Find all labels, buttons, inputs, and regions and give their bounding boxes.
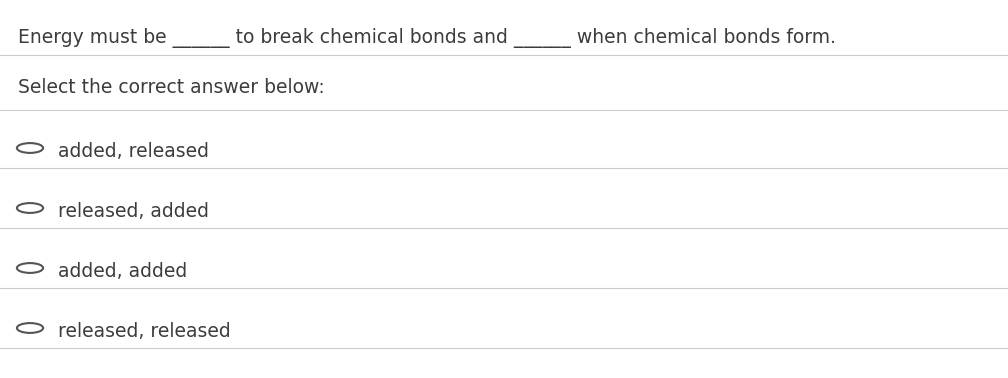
Text: Energy must be ______ to break chemical bonds and ______ when chemical bonds for: Energy must be ______ to break chemical … <box>18 28 836 48</box>
Text: released, released: released, released <box>58 322 231 341</box>
Text: added, added: added, added <box>58 262 187 281</box>
Text: released, added: released, added <box>58 202 209 221</box>
Text: added, released: added, released <box>58 142 209 161</box>
Text: Select the correct answer below:: Select the correct answer below: <box>18 78 325 97</box>
